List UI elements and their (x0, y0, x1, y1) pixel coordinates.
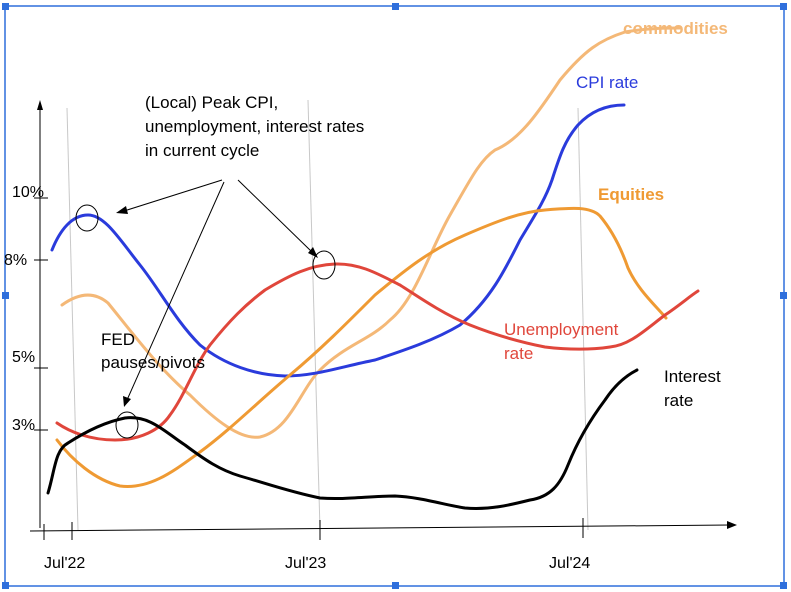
peak-note-line2: unemployment, interest rates (145, 117, 364, 136)
peak-circle-interest (115, 411, 139, 439)
x-tick-label-jul24: Jul'24 (549, 555, 590, 572)
x-tick-label-jul23: Jul'23 (285, 555, 326, 572)
arrowhead-unemployment-peak (308, 247, 318, 258)
arrow-to-interest-peak (126, 181, 225, 401)
peak-note-line1: (Local) Peak CPI, (145, 93, 278, 112)
selection-handle-bl[interactable] (2, 582, 9, 589)
selection-handle-tr[interactable] (780, 3, 787, 10)
y-tick-label-8: 8% (4, 252, 27, 269)
y-tick-label-3: 3% (12, 417, 35, 434)
guide-line-jul22 (66, 107, 79, 531)
label-interest-line1: Interest (664, 367, 721, 386)
label-unemployment-line2: rate (504, 344, 533, 363)
selection-handle-ml[interactable] (2, 292, 9, 299)
y-axis-arrow (37, 100, 43, 110)
series-interest-rate (46, 368, 639, 510)
label-commodities: commodities (623, 19, 728, 38)
label-unemployment-line1: Unemployment (504, 320, 619, 339)
series-unemployment-rate (55, 262, 700, 442)
series-cpi-rate (50, 103, 626, 378)
guide-line-jul23 (307, 99, 321, 531)
label-cpi-rate: CPI rate (576, 73, 638, 92)
selection-handle-br[interactable] (780, 582, 787, 589)
fed-note-line1: FED (101, 330, 135, 349)
selection-handle-tl[interactable] (2, 3, 9, 10)
label-equities: Equities (598, 185, 664, 204)
label-interest-line2: rate (664, 391, 693, 410)
selection-handle-tc[interactable] (392, 3, 399, 10)
series-equities (55, 206, 668, 489)
series-commodities (60, 26, 682, 439)
y-tick-label-10: 10% (12, 184, 44, 201)
peak-note-line3: in current cycle (145, 141, 259, 160)
arrowhead-cpi-peak (116, 206, 128, 214)
selection-handle-bc[interactable] (392, 582, 399, 589)
peak-circle-unemployment (312, 250, 336, 280)
y-tick-label-5: 5% (12, 349, 35, 366)
fed-note-line2: pauses/pivots (101, 353, 205, 372)
x-tick-label-jul22: Jul'22 (44, 555, 85, 572)
arrowhead-interest-peak (123, 396, 131, 407)
x-axis (29, 524, 731, 532)
selection-handle-mr[interactable] (780, 292, 787, 299)
selection-frame (4, 5, 785, 587)
arrow-to-unemployment-peak (237, 179, 313, 253)
arrow-to-cpi-peak (123, 179, 223, 212)
peak-circle-cpi (75, 204, 99, 232)
x-axis-arrow (727, 521, 737, 529)
guide-line-jul24 (577, 107, 589, 531)
